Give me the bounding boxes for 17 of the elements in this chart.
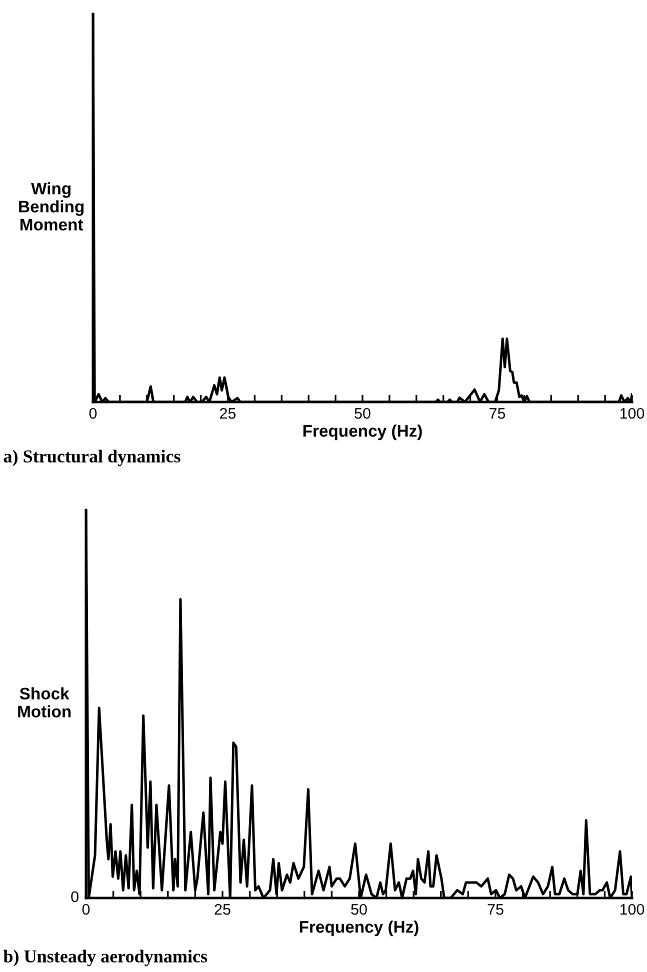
x-axis-title: Frequency (Hz) — [303, 424, 422, 440]
text: a) Structural dynamics — [4, 450, 180, 466]
x-tick-label: 25 — [220, 408, 236, 419]
x-tick-label: 0 — [82, 904, 90, 915]
text: b) Unsteady aerodynamics — [3, 950, 208, 966]
x-tick-label: 50 — [354, 408, 370, 419]
x-tick-label: 50 — [351, 904, 367, 915]
x-tick-label: 25 — [214, 904, 230, 915]
x-tick-label: 75 — [490, 408, 506, 419]
y-axis-title: Wing Bending Moment — [19, 182, 84, 230]
x-tick-label: 100 — [620, 904, 644, 915]
y-axis-title: Shock Motion — [18, 687, 71, 718]
x-tick-label: 100 — [620, 408, 644, 419]
x-tick-label: 0 — [89, 408, 97, 419]
annotation: 0 — [71, 891, 78, 902]
x-tick-label: 75 — [488, 904, 504, 915]
x-axis-title: Frequency (Hz) — [300, 920, 418, 936]
